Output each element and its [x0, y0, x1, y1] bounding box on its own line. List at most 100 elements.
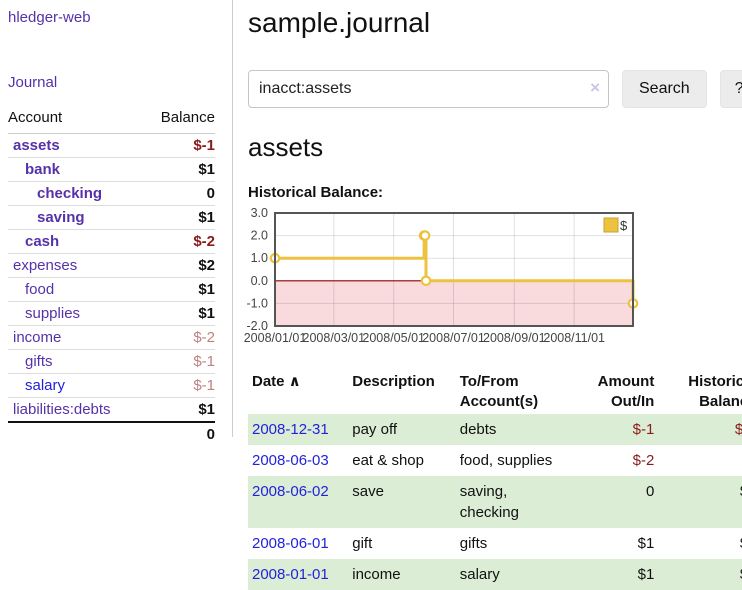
account-link[interactable]: saving [37, 209, 85, 226]
account-link[interactable]: supplies [25, 305, 81, 322]
register-description-cell: income [352, 566, 401, 583]
register-row: 2008-06-01 gift gifts $1$2 [248, 528, 742, 559]
account-link[interactable]: bank [25, 161, 61, 178]
svg-text:-2.0: -2.0 [246, 319, 268, 333]
account-balance: $-2 [143, 325, 215, 350]
account-link[interactable]: income [13, 329, 62, 346]
register-accounts-cell: food, supplies [459, 452, 553, 469]
search-box: × [248, 70, 609, 108]
register-col-date[interactable]: Date ∧ [248, 370, 348, 414]
account-name-cell: expenses [8, 253, 144, 278]
account-link[interactable]: gifts [25, 353, 53, 370]
register-col-label: Date [252, 373, 285, 390]
register-col-historical-balance: Historical Balance [658, 370, 742, 414]
account-name-cell: assets [8, 133, 144, 158]
register-description-cell: gift [352, 535, 373, 552]
account-link[interactable]: liabilities:debts [13, 401, 111, 418]
accounts-header-balance: Balance [143, 107, 215, 134]
accounts-total-row: 0 [8, 421, 215, 446]
account-row: cash $-2 [8, 229, 215, 254]
register-amount-cell: $1 [637, 535, 655, 552]
register-amount-cell: $1 [637, 566, 655, 583]
page-title: sample.journal [248, 7, 431, 38]
register-row: 2008-01-01 income salary $1$1 [248, 559, 742, 590]
account-name-cell: liabilities:debts [8, 397, 144, 423]
accounts-total-value: 0 [143, 421, 215, 446]
account-balance: $1 [143, 157, 215, 182]
sidebar: hledger-web Journal Account Balance asse… [0, 0, 233, 446]
register-table: Date ∧ Description To/From Account(s) Amoun… [248, 370, 742, 590]
account-name-cell: food [8, 277, 144, 302]
chart-title: Historical Balance: [248, 184, 384, 201]
transaction-date-link[interactable]: 2008-01-01 [252, 566, 329, 583]
account-row: income $-2 [8, 325, 215, 350]
chart-svg: 3.0 2.0 1.0 0.0 -1.0 -2.02008/01/012008/03/01… [244, 206, 639, 345]
register-amount-cell: $-2 [632, 452, 655, 469]
register-accounts-cell: salary [459, 566, 500, 583]
account-balance: 0 [143, 181, 215, 206]
account-name-cell: bank [8, 157, 144, 182]
transaction-date-link[interactable]: 2008-06-02 [252, 483, 329, 500]
accounts-header-row: Account Balance [8, 107, 215, 134]
register-accounts-cell: debts [459, 421, 497, 438]
register-date-cell: 2008-06-03 [248, 445, 348, 476]
account-name-cell: salary [8, 373, 144, 398]
account-link[interactable]: checking [37, 185, 103, 202]
account-balance: $-2 [143, 229, 215, 254]
account-heading: assets [248, 132, 324, 162]
legend-label: $ [620, 218, 628, 233]
register-row: 2008-06-02 save saving, checking 0$2 [248, 476, 742, 528]
register-accounts-cell: gifts [459, 535, 488, 552]
account-link[interactable]: food [25, 281, 55, 298]
transaction-date-link[interactable]: 2008-06-03 [252, 452, 329, 469]
account-link[interactable]: cash [25, 233, 60, 250]
account-row: salary $-1 [8, 373, 215, 398]
account-link[interactable]: expenses [13, 257, 78, 274]
register-description-cell: eat & shop [352, 452, 424, 469]
account-row: food $1 [8, 277, 215, 302]
account-link[interactable]: assets [13, 137, 60, 154]
register-accounts-cell: saving, checking [459, 483, 519, 521]
svg-text:-1.0: -1.0 [246, 296, 268, 310]
register-amount-cell: 0 [645, 483, 655, 500]
sidebar-item-journal[interactable]: Journal [8, 74, 58, 91]
search-input[interactable] [248, 70, 609, 108]
account-balance: $2 [143, 253, 215, 278]
search-button[interactable]: Search [622, 70, 707, 108]
clear-search-icon[interactable]: × [590, 78, 600, 97]
register-col-label: Amount Out/In [597, 373, 655, 410]
account-name-cell: supplies [8, 301, 144, 326]
account-balance: $1 [143, 301, 215, 326]
account-name-cell: cash [8, 229, 144, 254]
sort-ascending-icon: ∧ [284, 373, 301, 390]
svg-text:2008/01/01: 2008/01/01 [244, 331, 307, 345]
help-button[interactable]: ? [719, 70, 742, 108]
svg-text:2008/11/01: 2008/11/01 [543, 331, 605, 345]
transaction-date-link[interactable]: 2008-06-01 [252, 535, 329, 552]
account-row: gifts $-1 [8, 349, 215, 374]
register-date-cell: 2008-01-01 [248, 559, 348, 590]
register-balance-cell: $1 [658, 559, 742, 590]
svg-text:2.0: 2.0 [251, 229, 268, 243]
register-row: 2008-12-31 pay off debts $-1 $-1 [248, 414, 742, 445]
account-row: bank $1 [8, 157, 215, 182]
register-col-label: To/From Account(s) [459, 373, 539, 410]
account-row: checking 0 [8, 181, 215, 206]
register-col-label: Historical Balance [688, 373, 742, 410]
historical-balance-chart: 3.0 2.0 1.0 0.0 -1.0 -2.0 2008/01/01 2008/03/01… [242, 204, 742, 354]
account-link[interactable]: salary [25, 377, 66, 394]
register-header-row: Date ∧ Description To/From Account(s) Amoun… [248, 370, 742, 414]
svg-text:2008/09/01: 2008/09/01 [483, 331, 546, 345]
account-name-cell: income [8, 325, 144, 350]
account-name-cell: checking [8, 181, 144, 206]
brand-link[interactable]: hledger-web [8, 9, 91, 26]
account-name-cell: gifts [8, 349, 144, 374]
account-balance: $-1 [143, 373, 215, 398]
transaction-date-link[interactable]: 2008-12-31 [252, 421, 329, 438]
register-date-cell: 2008-06-02 [248, 476, 348, 528]
accounts-table: Account Balance assets $-1 bank $1 checking 0… [8, 107, 215, 446]
accounts-header-account: Account [8, 107, 144, 134]
search-form: × Search ? [248, 70, 742, 108]
register-balance-cell: 0 [658, 445, 742, 476]
